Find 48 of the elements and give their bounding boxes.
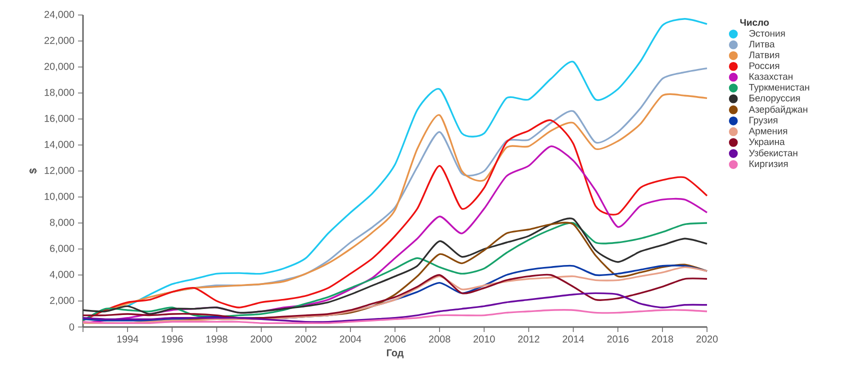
legend-label: Белоруссия — [750, 94, 800, 104]
x-tick-label: 2020 — [696, 336, 718, 343]
y-tick-label: 24,000 — [44, 10, 74, 20]
x-tick-label: 2018 — [652, 336, 674, 343]
y-tick-label: 0 — [69, 323, 74, 331]
legend-label: Туркменистан — [748, 84, 810, 93]
y-tick-label: 20,000 — [44, 62, 74, 72]
x-tick-label: 2014 — [562, 336, 584, 343]
legend-label: Украина — [748, 138, 785, 147]
y-tick-label: 2,000 — [50, 296, 74, 306]
legend-label: Киргизия — [750, 160, 788, 169]
legend-label: Азербайджан — [748, 106, 808, 115]
x-axis-title: Год — [386, 349, 404, 358]
x-tick-label: 2010 — [474, 336, 495, 343]
x-tick-label: 2012 — [518, 336, 540, 343]
legend-label: Россия — [750, 62, 780, 70]
x-tick-label: 2002 — [295, 336, 316, 343]
legend-label: Казахстан — [750, 73, 792, 80]
line-series — [149, 67, 708, 298]
x-tick-label: 2008 — [428, 336, 450, 343]
x-tick-label: 2006 — [384, 336, 406, 343]
x-tick-label: 1996 — [162, 336, 183, 343]
x-tick-label: 2004 — [340, 336, 362, 343]
x-tick-label: 1998 — [206, 336, 228, 343]
legend-label: Узбекистан — [748, 149, 798, 156]
line-series — [82, 292, 708, 323]
line-series — [82, 309, 708, 324]
y-tick-label: 14,000 — [44, 140, 74, 150]
y-tick-label: 6,000 — [50, 244, 74, 254]
line-series — [82, 274, 708, 319]
y-tick-label: 10,000 — [44, 192, 74, 202]
x-tick-label: 2016 — [607, 336, 629, 343]
y-tick-label: 22,000 — [44, 36, 74, 46]
y-tick-label: 12,000 — [44, 166, 74, 176]
legend-title: Число — [740, 19, 769, 26]
x-tick-label: 1994 — [117, 336, 138, 343]
y-tick-label: 8,000 — [50, 218, 74, 228]
legend-label: Грузия — [750, 116, 778, 126]
y-tick-label: 4,000 — [50, 270, 74, 280]
legend-label: Латвия — [748, 52, 780, 58]
y-tick-label: 16,000 — [44, 114, 74, 124]
x-tick-label: 2000 — [250, 336, 272, 343]
line-series — [126, 18, 708, 308]
y-tick-label: 18,000 — [44, 88, 74, 98]
y-axis-title: $ — [29, 168, 38, 174]
legend-label: Литва — [748, 40, 775, 48]
legend-label: Эстония — [749, 30, 785, 37]
legend-label: Армения — [748, 128, 788, 136]
